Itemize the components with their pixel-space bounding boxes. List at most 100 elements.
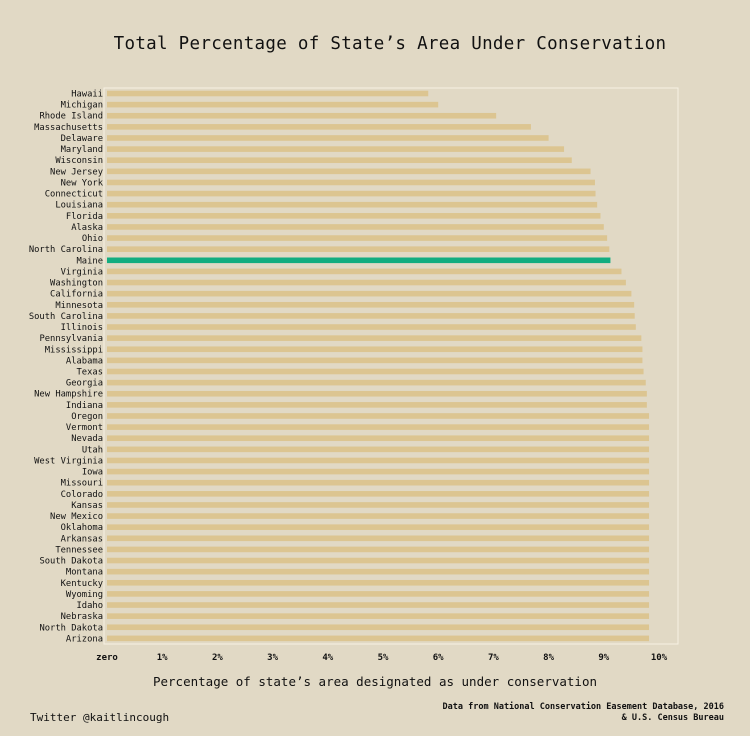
- bar-south-carolina: [107, 313, 635, 319]
- category-label: Iowa: [82, 468, 103, 478]
- category-label: Texas: [77, 368, 103, 378]
- bar-texas: [107, 368, 644, 375]
- category-label: California: [50, 290, 103, 300]
- bar-maine: [107, 257, 611, 264]
- bar-west-virginia: [107, 457, 650, 464]
- category-label: Vermont: [66, 423, 103, 433]
- category-label: Georgia: [66, 379, 103, 389]
- bar-alabama: [107, 357, 643, 364]
- category-label: New York: [61, 178, 104, 188]
- bar-south-dakota: [107, 557, 650, 564]
- bar-alaska: [107, 224, 604, 230]
- bar-new-mexico: [107, 513, 650, 519]
- category-label: Michigan: [61, 101, 103, 111]
- category-label: Tennessee: [55, 545, 103, 555]
- bar-louisiana: [107, 201, 598, 208]
- bar-tennessee: [107, 546, 650, 553]
- bar-north-carolina: [107, 246, 610, 252]
- bar-arizona: [107, 635, 650, 642]
- x-tick-label: zero: [96, 653, 118, 663]
- bar-nebraska: [107, 613, 650, 619]
- category-label: Nevada: [71, 434, 103, 444]
- bar-california: [107, 290, 632, 297]
- category-label: North Carolina: [29, 245, 103, 255]
- category-label: Kansas: [71, 501, 103, 511]
- bar-maryland: [107, 146, 565, 152]
- x-tick-label: 3%: [267, 653, 278, 663]
- category-label: Connecticut: [45, 190, 103, 200]
- bar-colorado: [107, 491, 650, 497]
- category-label: Washington: [50, 279, 103, 289]
- category-label: Oregon: [71, 412, 103, 422]
- x-tick-label: 7%: [488, 653, 499, 663]
- bar-iowa: [107, 468, 650, 475]
- category-label: Illinois: [61, 323, 103, 333]
- category-label: Nebraska: [61, 612, 103, 622]
- bar-minnesota: [107, 301, 635, 308]
- bar-delaware: [107, 135, 549, 141]
- bar-rhode-island: [107, 112, 497, 119]
- category-label: Minnesota: [55, 301, 103, 311]
- x-tick-label: 8%: [543, 653, 554, 663]
- data-source-line-2: & U.S. Census Bureau: [621, 713, 724, 723]
- category-label: Florida: [66, 212, 103, 222]
- category-label: Indiana: [66, 401, 103, 411]
- category-label: Delaware: [61, 134, 103, 144]
- bar-montana: [107, 568, 650, 575]
- category-label: Louisiana: [55, 201, 103, 211]
- category-label: Wyoming: [66, 590, 103, 600]
- category-label: Utah: [82, 445, 103, 455]
- category-label: Arizona: [66, 634, 103, 644]
- bar-michigan: [107, 101, 439, 108]
- category-label: Maryland: [61, 145, 103, 155]
- x-tick-label: 6%: [433, 653, 444, 663]
- x-axis-label: Percentage of state’s area designated as…: [152, 674, 597, 689]
- bar-ohio: [107, 235, 608, 241]
- twitter-credit: Twitter @kaitlincough: [30, 711, 170, 724]
- category-label: Maine: [77, 256, 103, 266]
- x-tick-label: 10%: [651, 653, 668, 663]
- bar-connecticut: [107, 190, 596, 197]
- bar-north-dakota: [107, 624, 650, 631]
- category-label: Ohio: [82, 234, 103, 244]
- category-label: Pennsylvania: [39, 334, 103, 344]
- bar-new-york: [107, 179, 595, 186]
- bar-georgia: [107, 379, 646, 386]
- x-tick-label: 1%: [157, 653, 168, 663]
- bar-arkansas: [107, 535, 650, 542]
- bar-utah: [107, 446, 650, 453]
- data-source: Data from National Conservation Easement…: [443, 702, 724, 724]
- bar-virginia: [107, 268, 622, 275]
- x-tick-label: 4%: [322, 653, 333, 663]
- category-label: Virginia: [61, 267, 103, 277]
- bar-missouri: [107, 479, 650, 486]
- bar-vermont: [107, 424, 650, 430]
- bar-new-jersey: [107, 168, 591, 175]
- category-label: New Hampshire: [34, 390, 103, 400]
- x-tick-label: 2%: [212, 653, 223, 663]
- category-label: New Jersey: [50, 167, 103, 177]
- bar-massachusetts: [107, 124, 531, 130]
- bar-new-hampshire: [107, 390, 647, 397]
- category-label: Arkansas: [61, 534, 103, 544]
- category-label: Mississippi: [45, 345, 103, 355]
- category-label: Montana: [66, 568, 103, 578]
- category-label: Alaska: [71, 223, 103, 233]
- bars-group: [107, 90, 650, 642]
- bar-indiana: [107, 402, 647, 408]
- x-tick-label: 5%: [378, 653, 389, 663]
- x-axis-ticks: zero 1% 2% 3% 4% 5% 6% 7% 8% 9% 10%: [96, 653, 668, 663]
- bar-pennsylvania: [107, 335, 642, 341]
- bar-hawaii: [107, 90, 429, 97]
- x-tick-label: 9%: [598, 653, 609, 663]
- bar-washington: [107, 279, 626, 286]
- plot-area-frame: [103, 87, 679, 645]
- category-label: Idaho: [77, 601, 103, 611]
- bar-illinois: [107, 324, 636, 330]
- bar-kentucky: [107, 579, 650, 586]
- bar-idaho: [107, 602, 650, 608]
- category-label: Wisconsin: [55, 156, 103, 166]
- bar-mississippi: [107, 346, 643, 353]
